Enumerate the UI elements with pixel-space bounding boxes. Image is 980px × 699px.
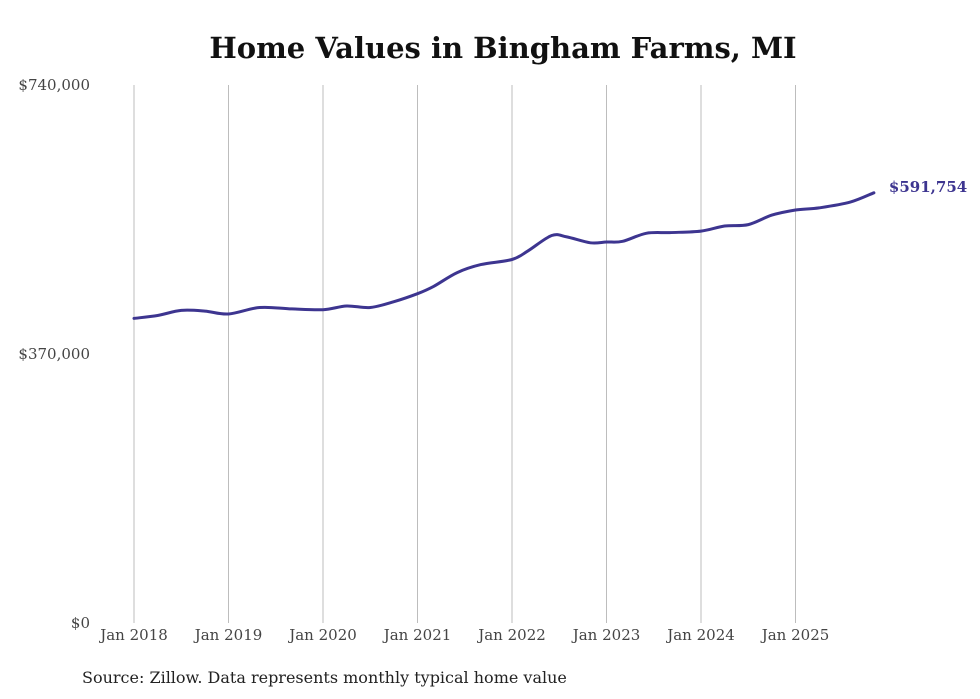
y-tick-label: $0 bbox=[71, 614, 90, 632]
end-value-label: $591,754 bbox=[889, 178, 967, 196]
x-tick-label: Jan 2021 bbox=[382, 626, 452, 644]
x-axis-ticks: Jan 2018 Jan 2019 Jan 2020 Jan 2021 Jan 2022… bbox=[98, 626, 829, 644]
x-tick-label: Jan 2022 bbox=[476, 626, 546, 644]
x-tick-label: Jan 2024 bbox=[665, 626, 735, 644]
gridlines bbox=[133, 85, 796, 623]
x-tick-label: Jan 2018 bbox=[98, 626, 168, 644]
chart-title: Home Values in Bingham Farms, MI bbox=[209, 31, 796, 65]
x-tick-label: Jan 2025 bbox=[760, 626, 830, 644]
series-line bbox=[132, 191, 876, 320]
y-tick-label: $370,000 bbox=[18, 345, 90, 363]
y-tick-label: $740,000 bbox=[18, 76, 90, 94]
x-tick-label: Jan 2023 bbox=[571, 626, 641, 644]
x-tick-label: Jan 2019 bbox=[193, 626, 263, 644]
x-tick-label: Jan 2020 bbox=[287, 626, 357, 644]
series-layer bbox=[132, 191, 876, 320]
y-axis-ticks: $0 $370,000 $740,000 bbox=[18, 76, 90, 632]
source-note: Source: Zillow. Data represents monthly … bbox=[82, 668, 567, 687]
